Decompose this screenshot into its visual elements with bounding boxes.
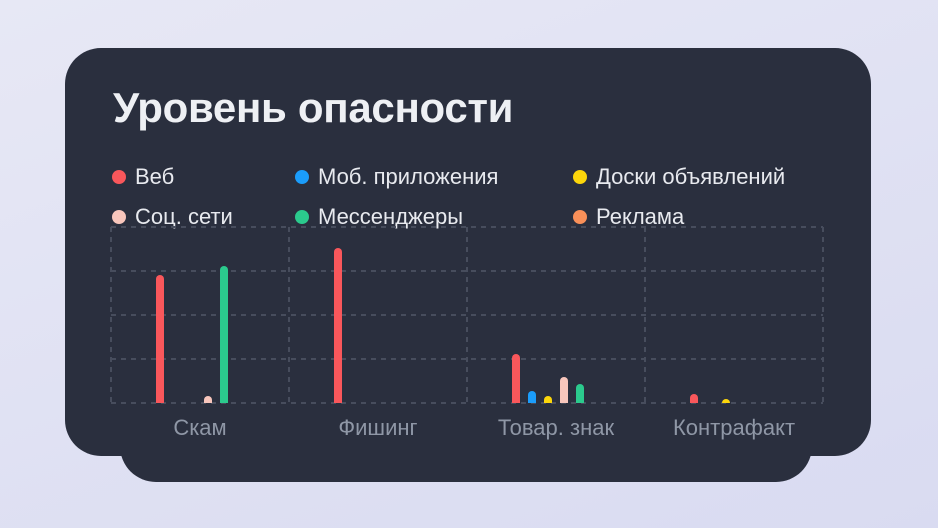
ads-series-dot-icon — [573, 210, 587, 224]
web-series-dot-icon — [112, 170, 126, 184]
grid-line-vertical — [644, 227, 646, 404]
bar-social-networks-scam — [204, 396, 212, 403]
grid-line-vertical — [822, 227, 824, 404]
legend-item-messengers[interactable]: Мессенджеры — [295, 197, 573, 237]
legend-item-classifieds[interactable]: Доски объявлений — [573, 157, 841, 197]
grid-line-vertical — [466, 227, 468, 404]
legend-label: Веб — [135, 164, 175, 189]
legend-label: Реклама — [596, 204, 685, 229]
x-label-counterfeit: Контрафакт — [672, 415, 796, 440]
legend-item-social-networks[interactable]: Соц. сети — [112, 197, 295, 237]
social-networks-series-dot-icon — [112, 210, 126, 224]
bar-messengers-trademark — [576, 384, 584, 403]
legend-label: Моб. приложения — [318, 164, 499, 189]
classifieds-series-dot-icon — [573, 170, 587, 184]
bar-social-networks-trademark — [560, 377, 568, 403]
bar-web-scam — [156, 275, 164, 403]
legend-label: Соц. сети — [135, 204, 233, 229]
messengers-series-dot-icon — [295, 210, 309, 224]
legend-item-ads[interactable]: Реклама — [573, 197, 841, 237]
x-label-scam: Скам — [173, 415, 227, 440]
x-label-trademark: Товар. знак — [497, 415, 615, 440]
chart-plot-area — [110, 226, 824, 404]
danger-level-card: Уровень опасности Веб Моб. приложения Доск… — [65, 48, 871, 456]
bar-web-trademark — [512, 354, 520, 403]
bar-messengers-scam — [220, 266, 228, 403]
bar-web-phishing — [334, 248, 342, 403]
chart-title: Уровень опасности — [113, 84, 514, 131]
grid-line-horizontal — [111, 402, 823, 404]
mobile-apps-series-dot-icon — [295, 170, 309, 184]
grid-line-horizontal — [111, 358, 823, 360]
bar-mobile-apps-trademark — [528, 391, 536, 403]
bar-classifieds-counterfeit — [722, 399, 730, 403]
bar-classifieds-trademark — [544, 396, 552, 403]
bar-web-counterfeit — [690, 394, 698, 403]
legend-label: Мессенджеры — [318, 204, 464, 229]
legend-item-mobile-apps[interactable]: Моб. приложения — [295, 157, 573, 197]
legend-label: Доски объявлений — [596, 164, 786, 189]
chart-legend: Веб Моб. приложения Доски объявлений Соц. с… — [112, 157, 841, 237]
x-label-phishing: Фишинг — [338, 415, 418, 440]
legend-item-web[interactable]: Веб — [112, 157, 295, 197]
x-axis-labels: Скам Фишинг Товар. знак Контрафакт — [111, 415, 823, 441]
